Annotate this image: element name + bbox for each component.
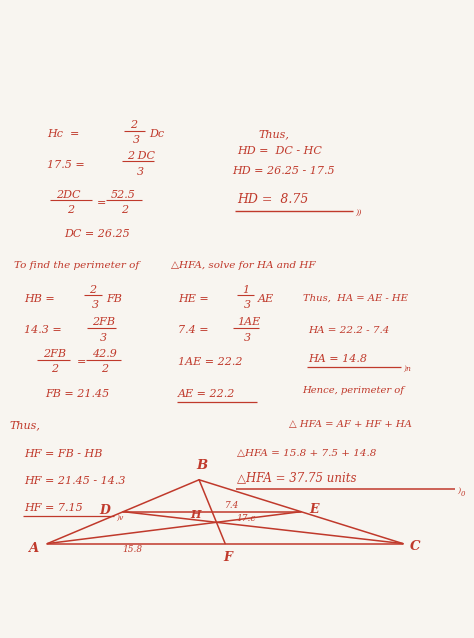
Text: △HFA, solve for HA and HF: △HFA, solve for HA and HF	[171, 261, 315, 270]
Text: HB =: HB =	[24, 293, 55, 304]
Text: )v: )v	[116, 514, 123, 522]
Text: =: =	[97, 198, 107, 208]
Text: DC = 26.25: DC = 26.25	[64, 228, 130, 239]
Text: 17.5 =: 17.5 =	[47, 160, 85, 170]
Text: D: D	[99, 504, 109, 517]
Text: B: B	[196, 459, 207, 472]
Text: 2FB: 2FB	[43, 349, 66, 359]
Text: 2: 2	[130, 120, 137, 130]
Text: ): )	[457, 487, 461, 495]
Text: Hc  =: Hc =	[47, 129, 80, 139]
Text: E: E	[310, 503, 319, 516]
Text: 7.4: 7.4	[225, 501, 239, 510]
Text: AE = 22.2: AE = 22.2	[178, 389, 235, 399]
Text: 1AE = 22.2: 1AE = 22.2	[178, 357, 242, 367]
Text: 2: 2	[89, 285, 96, 295]
Text: 52.5: 52.5	[110, 189, 135, 200]
Text: HF = 7.15: HF = 7.15	[24, 503, 82, 514]
Text: 3: 3	[100, 332, 107, 343]
Text: HF = FB - HB: HF = FB - HB	[24, 449, 102, 459]
Text: Dc: Dc	[149, 129, 164, 139]
Text: FB: FB	[106, 293, 122, 304]
Text: Thus,: Thus,	[258, 129, 289, 139]
Text: △HFA = 15.8 + 7.5 + 14.8: △HFA = 15.8 + 7.5 + 14.8	[237, 449, 376, 458]
Text: )): ))	[356, 209, 362, 217]
Text: 2FB: 2FB	[92, 317, 116, 327]
Text: HD = 26.25 - 17.5: HD = 26.25 - 17.5	[232, 166, 335, 176]
Text: HE =: HE =	[178, 293, 209, 304]
Text: C: C	[410, 540, 420, 553]
Text: 0: 0	[461, 490, 465, 498]
Text: 3: 3	[244, 300, 251, 310]
Text: 14.3 =: 14.3 =	[24, 325, 62, 336]
Text: 2: 2	[121, 205, 128, 215]
Text: 1: 1	[242, 285, 249, 295]
Text: 2DC: 2DC	[56, 189, 81, 200]
Text: HF = 21.45 - 14.3: HF = 21.45 - 14.3	[24, 476, 125, 486]
Text: △ HFA = AF + HF + HA: △ HFA = AF + HF + HA	[289, 420, 412, 429]
Text: △HFA = 37.75 units: △HFA = 37.75 units	[237, 471, 356, 484]
Text: Thus,: Thus,	[9, 420, 40, 430]
Text: 7.4 =: 7.4 =	[178, 325, 209, 336]
Text: =: =	[77, 357, 86, 367]
Text: 2: 2	[101, 364, 109, 375]
Text: 42.9: 42.9	[92, 349, 117, 359]
Text: 1AE: 1AE	[237, 317, 260, 327]
Text: HA = 14.8: HA = 14.8	[308, 353, 367, 364]
Text: 2: 2	[67, 205, 74, 215]
Text: HA = 22.2 - 7.4: HA = 22.2 - 7.4	[308, 326, 390, 335]
Text: Hence, perimeter of: Hence, perimeter of	[302, 386, 404, 395]
Text: F: F	[223, 551, 232, 564]
Text: 2 DC: 2 DC	[127, 151, 155, 161]
Text: To find the perimeter of: To find the perimeter of	[14, 261, 139, 270]
Text: 17.c: 17.c	[237, 514, 256, 523]
Text: 15.8: 15.8	[123, 545, 143, 554]
Text: HD =  DC - HC: HD = DC - HC	[237, 145, 322, 156]
Text: FB = 21.45: FB = 21.45	[45, 389, 109, 399]
Text: AE: AE	[258, 293, 274, 304]
Text: 3: 3	[137, 167, 144, 177]
Text: )n: )n	[403, 365, 411, 373]
Text: HD =  8.75: HD = 8.75	[237, 193, 309, 206]
Text: 3: 3	[244, 332, 251, 343]
Text: 2: 2	[51, 364, 58, 375]
Text: A: A	[28, 542, 38, 555]
Text: H: H	[191, 509, 201, 521]
Text: 3: 3	[133, 135, 140, 145]
Text: 3: 3	[91, 300, 99, 310]
Text: Thus,  HA = AE - HE: Thus, HA = AE - HE	[303, 294, 408, 303]
